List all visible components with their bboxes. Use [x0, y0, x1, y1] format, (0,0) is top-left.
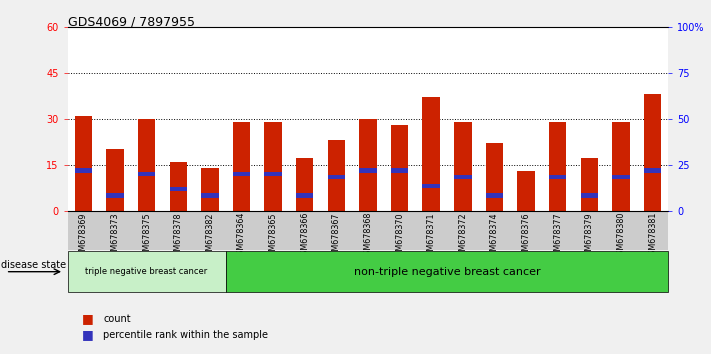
Bar: [391, 125, 408, 211]
Bar: [264, 122, 282, 211]
Bar: [328, 175, 345, 179]
Text: count: count: [103, 314, 131, 324]
Bar: [264, 172, 282, 176]
Bar: [232, 172, 250, 176]
Bar: [644, 169, 661, 173]
Bar: [422, 184, 440, 188]
Bar: [169, 161, 187, 211]
Bar: [549, 175, 567, 179]
Bar: [581, 193, 598, 198]
Bar: [581, 159, 598, 211]
Text: non-triple negative breast cancer: non-triple negative breast cancer: [353, 267, 540, 277]
Bar: [612, 175, 630, 179]
Bar: [549, 122, 567, 211]
Bar: [201, 168, 218, 211]
Bar: [296, 193, 314, 198]
Bar: [644, 94, 661, 211]
Bar: [612, 122, 630, 211]
Bar: [75, 169, 92, 173]
Bar: [422, 97, 440, 211]
Bar: [232, 122, 250, 211]
Bar: [106, 149, 124, 211]
Bar: [454, 122, 471, 211]
Bar: [328, 140, 345, 211]
Bar: [138, 172, 155, 176]
Bar: [359, 119, 377, 211]
Text: ■: ■: [82, 328, 94, 341]
Text: ■: ■: [82, 312, 94, 325]
Bar: [486, 193, 503, 198]
Text: GDS4069 / 7897955: GDS4069 / 7897955: [68, 16, 195, 29]
Bar: [296, 159, 314, 211]
Text: triple negative breast cancer: triple negative breast cancer: [85, 267, 208, 276]
Bar: [169, 187, 187, 192]
Text: percentile rank within the sample: percentile rank within the sample: [103, 330, 268, 339]
Bar: [359, 169, 377, 173]
Bar: [486, 143, 503, 211]
Bar: [454, 175, 471, 179]
Bar: [518, 171, 535, 211]
Bar: [201, 193, 218, 198]
Bar: [138, 119, 155, 211]
Bar: [75, 115, 92, 211]
Bar: [391, 169, 408, 173]
Text: disease state: disease state: [1, 259, 67, 270]
Bar: [106, 193, 124, 198]
